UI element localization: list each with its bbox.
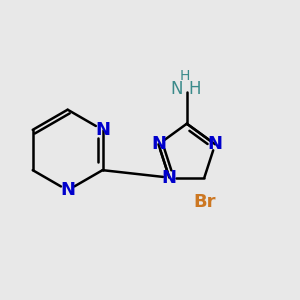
Text: N: N xyxy=(171,80,183,98)
Text: N: N xyxy=(60,181,75,199)
Text: H: H xyxy=(189,80,201,98)
Text: N: N xyxy=(151,135,166,153)
Text: Br: Br xyxy=(193,193,216,211)
Text: N: N xyxy=(208,135,223,153)
Text: N: N xyxy=(95,121,110,139)
Text: N: N xyxy=(162,169,177,187)
Text: H: H xyxy=(180,69,190,83)
